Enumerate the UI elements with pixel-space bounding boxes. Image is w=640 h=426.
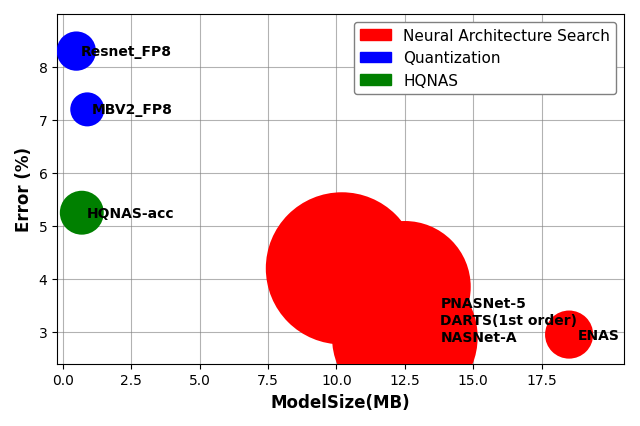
Text: ENAS: ENAS [577, 328, 619, 342]
X-axis label: ModelSize(MB): ModelSize(MB) [271, 393, 410, 411]
Text: HQNAS-acc: HQNAS-acc [87, 206, 174, 220]
Point [337, 265, 347, 272]
Point [71, 49, 81, 55]
Text: Resnet_FP8: Resnet_FP8 [81, 45, 172, 59]
Text: MBV2_FP8: MBV2_FP8 [92, 103, 172, 117]
Point [82, 106, 92, 113]
Point [564, 331, 574, 338]
Y-axis label: Error (%): Error (%) [15, 147, 33, 232]
Point [400, 284, 410, 291]
Legend: Neural Architecture Search, Quantization, HQNAS: Neural Architecture Search, Quantization… [355, 23, 616, 95]
Point [400, 334, 410, 341]
Text: NASNet-A: NASNet-A [440, 331, 517, 344]
Text: PNASNet-5: PNASNet-5 [440, 296, 526, 310]
Point [77, 210, 87, 216]
Text: DARTS(1st order): DARTS(1st order) [440, 314, 577, 328]
